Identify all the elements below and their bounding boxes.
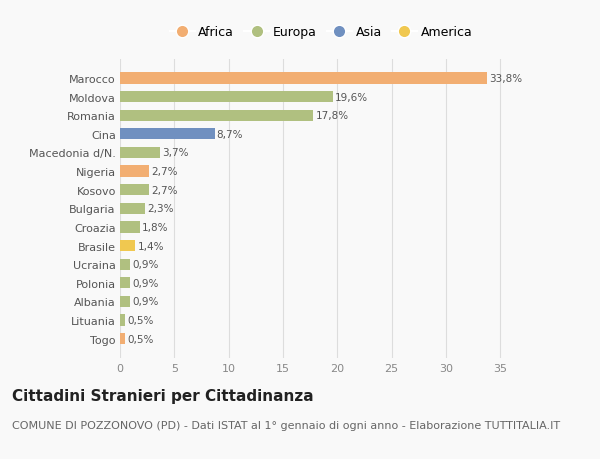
Bar [120,147,160,159]
Bar [120,222,140,233]
Text: 0,9%: 0,9% [132,297,158,307]
Text: COMUNE DI POZZONOVO (PD) - Dati ISTAT al 1° gennaio di ogni anno - Elaborazione : COMUNE DI POZZONOVO (PD) - Dati ISTAT al… [12,420,560,430]
Text: 0,5%: 0,5% [128,315,154,325]
Bar [120,278,130,289]
Text: 0,9%: 0,9% [132,278,158,288]
Bar [120,241,135,252]
Bar [120,185,149,196]
Text: 2,7%: 2,7% [152,167,178,177]
Bar [120,333,125,344]
Text: 17,8%: 17,8% [316,111,349,121]
Bar [120,315,125,326]
Text: Cittadini Stranieri per Cittadinanza: Cittadini Stranieri per Cittadinanza [12,388,314,403]
Text: 19,6%: 19,6% [335,92,368,102]
Text: 0,9%: 0,9% [132,260,158,269]
Legend: Africa, Europa, Asia, America: Africa, Europa, Asia, America [164,21,478,44]
Text: 1,8%: 1,8% [142,223,168,232]
Text: 8,7%: 8,7% [217,129,243,140]
Bar [120,166,149,177]
Text: 33,8%: 33,8% [490,74,523,84]
Text: 2,7%: 2,7% [152,185,178,195]
Text: 1,4%: 1,4% [137,241,164,251]
Bar [120,296,130,308]
Bar [120,73,487,84]
Text: 2,3%: 2,3% [147,204,173,214]
Bar [120,110,313,122]
Bar [120,259,130,270]
Bar [120,92,333,103]
Bar [120,203,145,214]
Bar [120,129,215,140]
Text: 0,5%: 0,5% [128,334,154,344]
Text: 3,7%: 3,7% [163,148,189,158]
